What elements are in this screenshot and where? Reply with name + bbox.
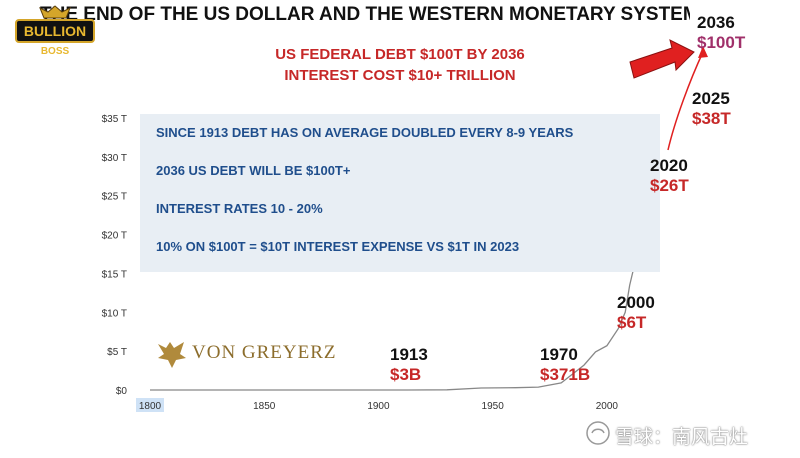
annotation-amount: $3B [390, 365, 422, 384]
annotation-amount: $6T [617, 313, 647, 332]
annotation-year: 2020 [650, 156, 688, 175]
x-tick-highlight [136, 398, 164, 412]
annotation-1970: 1970 $371B [540, 345, 590, 385]
annotation-year: 2025 [692, 89, 730, 108]
projection-arrow-line [667, 51, 704, 151]
y-tick-label: $15 T [102, 269, 127, 280]
y-tick-label: $5 T [107, 347, 127, 358]
info-box: SINCE 1913 DEBT HAS ON AVERAGE DOUBLED E… [140, 114, 660, 272]
bullion-boss-logo: BULLION BOSS [10, 2, 100, 60]
projection-arrow-head [698, 46, 708, 58]
annotation-2025: 2025 $38T [692, 89, 731, 129]
annotation-amount: $371B [540, 365, 591, 384]
big-red-arrow-icon [629, 39, 695, 79]
annotation-amount: $38T [692, 109, 731, 128]
annotation-year: 2036 [697, 13, 735, 32]
x-tick-label: 1850 [253, 401, 276, 412]
annotation-year: 1913 [390, 345, 428, 364]
watermark-text: 雪球：南风古灶 [615, 427, 749, 448]
annotation-2000: 2000 $6T [617, 293, 655, 333]
info-line-2: 2036 US DEBT WILL BE $100T+ [156, 163, 351, 178]
y-tick-label: $0 [116, 386, 128, 397]
snowball-icon [586, 421, 610, 445]
annotation-amount: $26T [650, 176, 689, 195]
x-tick-label: 1950 [482, 401, 505, 412]
info-line-3: INTEREST RATES 10 - 20% [156, 201, 323, 216]
annotation-year: 2000 [617, 293, 655, 312]
watermark: 雪球：南风古灶 [585, 418, 795, 448]
subtitle-line2: INTEREST COST $10+ TRILLION [284, 67, 516, 84]
von-greyerz-logo: VON GREYERZ [150, 336, 360, 372]
annotation-2036: 2036 $100T [697, 13, 745, 53]
y-tick-label: $20 T [102, 231, 127, 242]
x-tick-label: 1800 [139, 401, 162, 412]
brand-name: VON GREYERZ [192, 342, 337, 363]
info-line-1: SINCE 1913 DEBT HAS ON AVERAGE DOUBLED E… [156, 125, 574, 140]
subtitle-line1: US FEDERAL DEBT $100T BY 2036 [275, 46, 525, 63]
info-line-4: 10% ON $100T = $10T INTEREST EXPENSE VS … [156, 239, 520, 254]
eagle-icon [158, 342, 186, 368]
y-tick-label: $35 T [102, 114, 127, 125]
page-title: THE END OF THE US DOLLAR AND THE WESTERN… [40, 4, 690, 25]
annotation-year: 1970 [540, 345, 578, 364]
logo-line2: BOSS [41, 46, 70, 57]
annotation-amount: $100T [697, 33, 746, 52]
annotation-1913: 1913 $3B [390, 345, 428, 385]
annotation-2020: 2020 $26T [650, 156, 689, 196]
x-tick-label: 1900 [367, 401, 390, 412]
x-tick-label: 2000 [596, 401, 619, 412]
y-tick-label: $30 T [102, 153, 127, 164]
logo-line1: BULLION [24, 23, 86, 39]
y-tick-label: $25 T [102, 192, 127, 203]
y-tick-label: $10 T [102, 308, 127, 319]
